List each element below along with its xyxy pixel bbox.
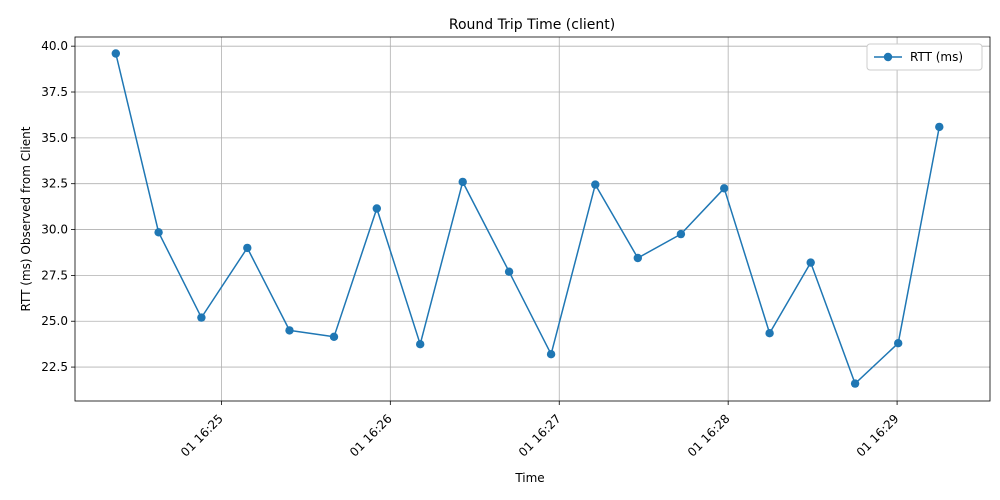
legend-box — [866, 43, 983, 71]
x-axis-title: Time — [514, 471, 544, 485]
chart-title: Round Trip Time (client) — [449, 17, 615, 33]
data-point — [416, 340, 425, 349]
y-tick-label: 27.5 — [41, 268, 68, 282]
data-point — [285, 326, 294, 335]
data-point — [935, 122, 944, 132]
legend-label: RTT (ms) — [910, 50, 963, 64]
legend: RTT (ms) — [866, 43, 983, 71]
data-point — [372, 204, 381, 213]
data-point — [154, 228, 163, 237]
series-line — [115, 53, 941, 385]
data-point — [720, 184, 729, 193]
plot-frame — [74, 36, 991, 402]
data-point — [111, 49, 121, 58]
y-tick-label: 35.0 — [41, 131, 68, 145]
data-point — [676, 229, 686, 239]
legend-marker-sample — [883, 52, 893, 62]
y-axis: 22.5 25.0 27.5 30.0 32.5 35.0 37.5 40.0 — [41, 39, 75, 374]
data-point — [458, 177, 467, 187]
y-tick-label: 22.5 — [41, 360, 68, 374]
data-point — [546, 350, 556, 359]
y-tick-label: 30.0 — [41, 223, 68, 237]
y-tick-label: 25.0 — [41, 314, 68, 328]
data-point — [806, 258, 815, 267]
data-point — [504, 267, 514, 276]
data-point — [243, 243, 252, 253]
y-axis-title: RTT (ms) Observed from Client — [19, 126, 33, 311]
data-point — [850, 379, 860, 388]
data-point — [633, 253, 642, 263]
series-layer — [111, 49, 944, 388]
data-point — [197, 313, 206, 322]
plot-area — [75, 37, 990, 401]
y-tick-label: 32.5 — [41, 177, 68, 191]
y-tick-label: 37.5 — [41, 85, 68, 99]
data-point — [894, 339, 903, 348]
data-point — [329, 332, 339, 341]
data-point — [591, 180, 600, 189]
y-tick-label: 40.0 — [41, 39, 68, 53]
grid-lines — [75, 37, 990, 401]
data-point — [765, 329, 774, 338]
